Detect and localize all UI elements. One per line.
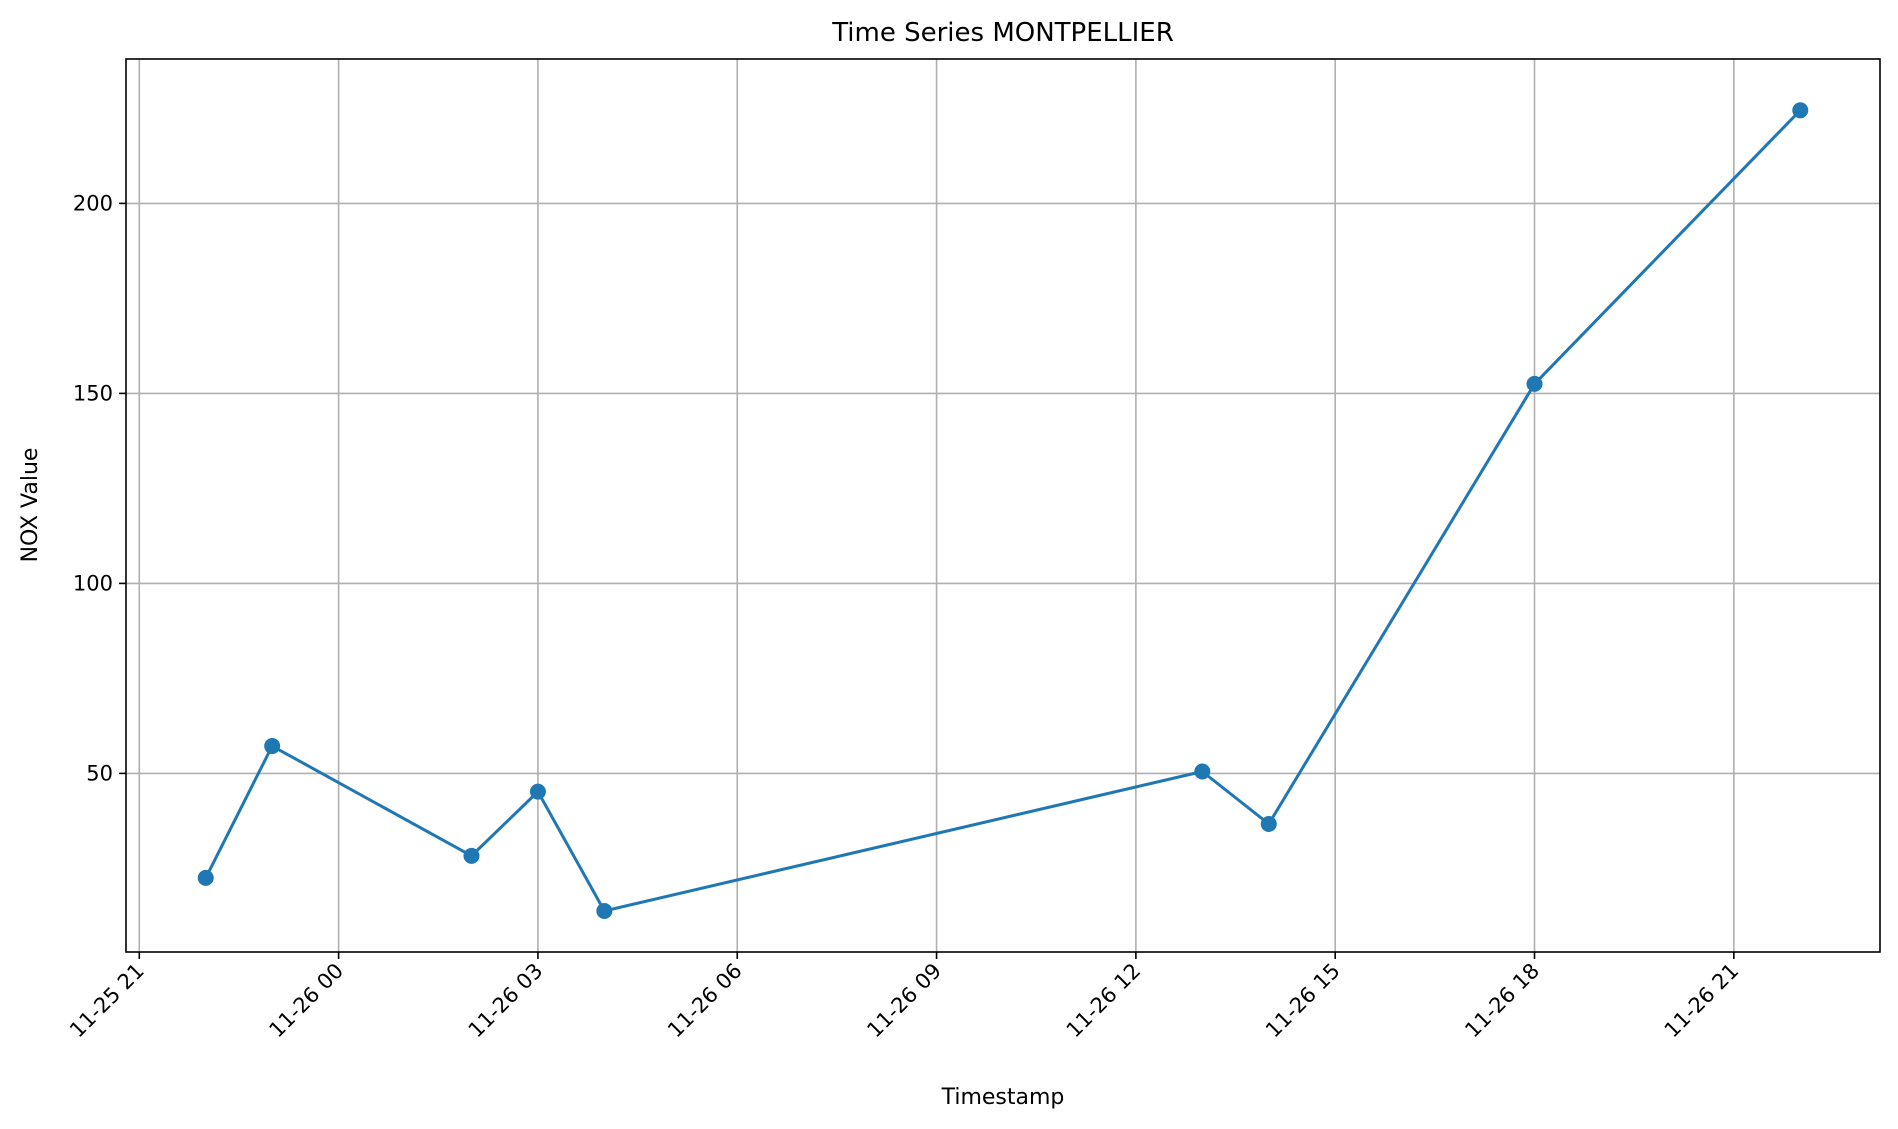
data-point (1260, 815, 1277, 832)
y-axis-title: NOX Value (18, 448, 43, 563)
x-axis-title: Timestamp (941, 1085, 1065, 1110)
y-tick-label: 200 (73, 191, 113, 215)
data-point (463, 847, 480, 864)
series-layer (197, 102, 1809, 919)
y-tick-label: 100 (73, 571, 113, 595)
data-point (197, 869, 214, 886)
data-point (1194, 763, 1211, 780)
grid (126, 59, 1880, 952)
data-point (596, 902, 613, 919)
data-point (1792, 102, 1809, 119)
chart-title: Time Series MONTPELLIER (831, 18, 1174, 48)
data-point (1526, 375, 1543, 392)
data-point (529, 783, 546, 800)
data-point (264, 738, 281, 755)
y-tick-label: 150 (73, 381, 113, 405)
y-tick-label: 50 (86, 761, 113, 785)
plot-frame (125, 58, 1881, 953)
y-axis: 50 100 150 200 (73, 191, 126, 785)
